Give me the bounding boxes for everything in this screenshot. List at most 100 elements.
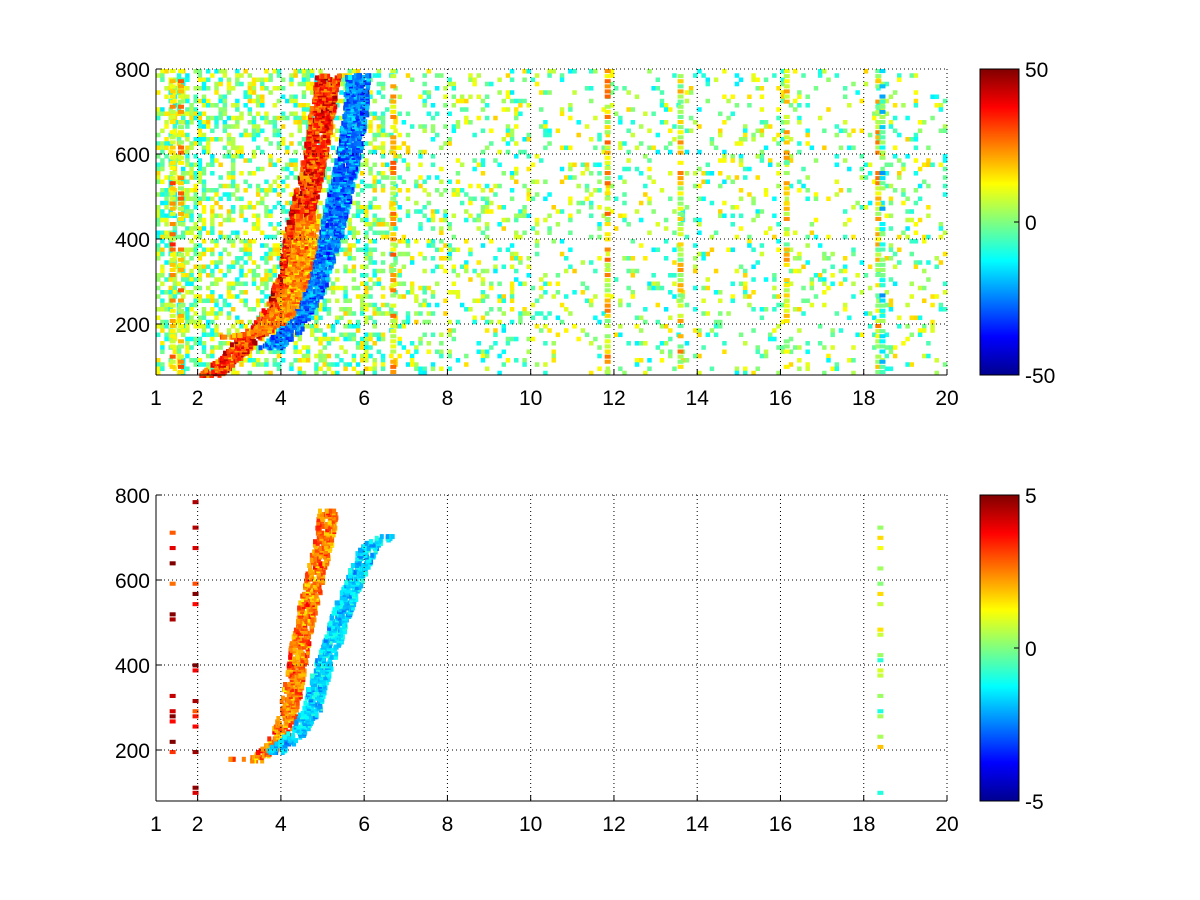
- heatmap-cell: [776, 132, 781, 138]
- heatmap-cell: [210, 273, 215, 278]
- heatmap-cell: [297, 349, 303, 355]
- heatmap-cell: [405, 209, 411, 214]
- heatmap-cell: [630, 120, 636, 125]
- heatmap-cell: [618, 175, 623, 180]
- heatmap-cell: [430, 226, 436, 231]
- heatmap-cell: [751, 137, 756, 142]
- heatmap-cell: [247, 81, 253, 87]
- heatmap-cell: [601, 149, 606, 155]
- heatmap-cell: [305, 77, 311, 83]
- heatmap-cell: [226, 311, 232, 316]
- heatmap-cell: [301, 69, 307, 74]
- heatmap-cell: [605, 132, 611, 138]
- heatmap-cell: [268, 222, 273, 227]
- heatmap-cell: [193, 336, 198, 342]
- heatmap-cell: [347, 217, 352, 223]
- heatmap-cell: [701, 311, 706, 316]
- heatmap-cell: [156, 307, 161, 312]
- heatmap-cell: [296, 311, 301, 317]
- heatmap-cell: [888, 200, 894, 206]
- heatmap-cell: [701, 196, 706, 202]
- heatmap-cell: [897, 260, 902, 265]
- heatmap-cell: [559, 251, 565, 257]
- heatmap-cell: [230, 154, 236, 159]
- heatmap-cell: [422, 366, 427, 372]
- heatmap-cell: [318, 119, 323, 125]
- heatmap-cell: [922, 353, 927, 359]
- heatmap-cell: [693, 217, 698, 223]
- heatmap-cell: [210, 222, 215, 227]
- heatmap-cell: [259, 311, 264, 317]
- heatmap-cell: [318, 328, 323, 333]
- heatmap-cell: [613, 86, 619, 91]
- heatmap-cell: [305, 73, 311, 78]
- heatmap-cell: [547, 73, 552, 78]
- heatmap-cell: [226, 154, 232, 159]
- heatmap-cell: [472, 298, 477, 304]
- heatmap-cell: [772, 73, 777, 78]
- heatmap-cell: [701, 345, 706, 350]
- heatmap-cell: [555, 222, 561, 227]
- heatmap-cell: [484, 200, 490, 206]
- heatmap-cell: [285, 166, 290, 172]
- heatmap-cell: [264, 309, 269, 315]
- heatmap-cell: [260, 243, 265, 248]
- heatmap-cell: [305, 162, 310, 168]
- heatmap-cell: [233, 354, 238, 360]
- heatmap-cell: [325, 82, 330, 88]
- heatmap-cell: [197, 324, 203, 329]
- heatmap-cell: [630, 132, 636, 138]
- heatmap-cell: [372, 230, 377, 236]
- heatmap-cell: [189, 103, 194, 108]
- heatmap-cell: [303, 199, 308, 205]
- heatmap-cell: [372, 188, 377, 193]
- heatmap-cell: [447, 247, 452, 253]
- heatmap-cell: [314, 209, 319, 214]
- heatmap-cell: [280, 124, 286, 129]
- heatmap-cell: [418, 183, 423, 189]
- heatmap-cell: [484, 81, 490, 87]
- heatmap-cell: [759, 128, 765, 134]
- heatmap-cell: [285, 200, 290, 206]
- heatmap-cell: [892, 188, 898, 193]
- heatmap-cell: [905, 234, 910, 240]
- heatmap-cell: [276, 69, 282, 74]
- heatmap-cell: [359, 162, 365, 168]
- heatmap-cell: [489, 319, 494, 325]
- heatmap-cell: [609, 73, 615, 78]
- heatmap-cell: [197, 124, 203, 129]
- heatmap-cell: [376, 90, 382, 95]
- heatmap-cell: [189, 166, 194, 172]
- heatmap-cell: [201, 205, 207, 210]
- heatmap-cell: [705, 81, 710, 87]
- heatmap-cell: [738, 188, 744, 193]
- heatmap-cell: [193, 141, 198, 146]
- heatmap-cell: [293, 265, 298, 271]
- heatmap-cell: [251, 128, 257, 134]
- heatmap-cell: [514, 213, 519, 219]
- heatmap-cell: [409, 362, 415, 367]
- heatmap-cell: [193, 205, 198, 210]
- heatmap-cell: [278, 282, 283, 288]
- heatmap-cell: [205, 273, 211, 278]
- heatmap-cell: [530, 226, 536, 231]
- heatmap-cell: [293, 111, 298, 117]
- heatmap-cell: [938, 103, 944, 108]
- heatmap-cell: [888, 366, 894, 372]
- heatmap-cell: [193, 285, 198, 291]
- heatmap-cell: [289, 230, 294, 236]
- heatmap-cell: [888, 124, 894, 129]
- heatmap-cell: [372, 324, 377, 329]
- heatmap-cell: [310, 73, 315, 78]
- heatmap-cell: [185, 315, 190, 321]
- heatmap-cell: [876, 298, 881, 304]
- heatmap-cell: [447, 251, 452, 257]
- heatmap-cell: [551, 205, 556, 210]
- heatmap-cell: [663, 239, 669, 244]
- heatmap-cell: [168, 81, 173, 87]
- heatmap-cell: [201, 124, 207, 129]
- heatmap-cell: [672, 209, 677, 214]
- heatmap-cell: [276, 277, 281, 283]
- heatmap-cell: [809, 230, 815, 236]
- heatmap-cell: [251, 149, 257, 155]
